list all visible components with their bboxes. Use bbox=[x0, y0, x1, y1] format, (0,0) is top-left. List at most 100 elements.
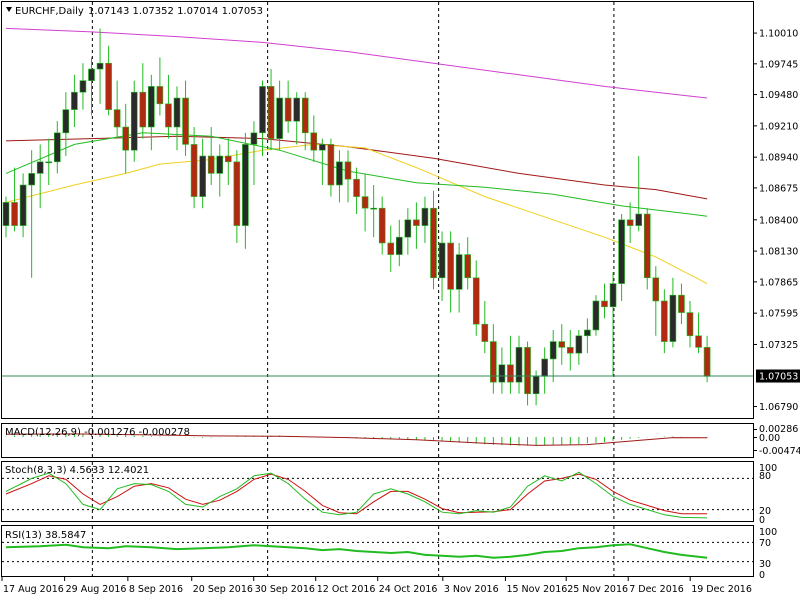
candle-body bbox=[207, 155, 215, 174]
candle-body bbox=[661, 300, 668, 342]
candle bbox=[575, 329, 583, 365]
candle-body bbox=[11, 202, 18, 226]
candle-body bbox=[113, 109, 121, 128]
macd-label: MACD(12,26,9) -0.001276 -0.000278 bbox=[5, 427, 190, 438]
candle-body bbox=[336, 161, 343, 186]
candle-body bbox=[413, 219, 420, 226]
candle bbox=[310, 115, 318, 162]
candle bbox=[661, 289, 668, 354]
candle bbox=[199, 138, 206, 209]
price-tick-label: 1.09210 bbox=[759, 121, 798, 132]
candle bbox=[122, 103, 129, 174]
candle bbox=[319, 138, 326, 186]
price-tick-label: 1.08675 bbox=[759, 183, 798, 194]
rsi-line bbox=[5, 543, 708, 559]
candle-body bbox=[575, 335, 583, 354]
candle-body bbox=[643, 213, 651, 279]
candle-body bbox=[532, 376, 540, 395]
macd-tick: 0.00286 bbox=[759, 424, 798, 435]
candle bbox=[182, 80, 189, 157]
date-tick-label: 17 Aug 2016 bbox=[3, 584, 64, 595]
candle bbox=[293, 92, 301, 145]
candle-body bbox=[524, 347, 531, 395]
symbol-label: EURCHF,Daily bbox=[15, 6, 84, 17]
candle-body bbox=[447, 242, 454, 290]
candle bbox=[558, 324, 566, 365]
candle-body bbox=[71, 91, 78, 110]
rsi-axis: 100 70 30 0 bbox=[759, 527, 777, 581]
rsi-tick: 0 bbox=[759, 570, 765, 581]
candle-body bbox=[507, 364, 514, 383]
candle-body bbox=[139, 91, 147, 128]
date-tick-label: 7 Dec 2016 bbox=[629, 584, 684, 595]
chart-header: EURCHF,Daily 1.07143 1.07352 1.07014 1.0… bbox=[6, 6, 263, 17]
macd-tick: 0.00 bbox=[759, 433, 780, 444]
rsi-panel-frame bbox=[1, 525, 754, 577]
candle-body bbox=[686, 312, 694, 337]
collapse-triangle-icon[interactable] bbox=[6, 7, 12, 12]
stoch-tick: 100 bbox=[759, 463, 777, 474]
date-tick-label: 30 Sep 2016 bbox=[255, 584, 315, 595]
candle-body bbox=[293, 97, 301, 122]
candle bbox=[678, 283, 685, 325]
candle-body bbox=[601, 300, 608, 308]
candle bbox=[207, 127, 215, 186]
candle bbox=[36, 144, 44, 209]
candle-body bbox=[481, 323, 489, 342]
candle bbox=[88, 57, 95, 116]
candle-body bbox=[652, 277, 660, 302]
candle-body bbox=[319, 144, 326, 151]
candle bbox=[464, 237, 472, 290]
candle bbox=[79, 63, 87, 110]
candle-body bbox=[310, 132, 318, 151]
candle bbox=[387, 225, 395, 272]
candle-body bbox=[19, 184, 27, 226]
candle bbox=[259, 80, 266, 157]
stoch-panel-frame bbox=[1, 461, 754, 522]
candle-body bbox=[695, 335, 702, 348]
candle-body bbox=[515, 347, 523, 383]
candle bbox=[233, 150, 241, 243]
candle bbox=[225, 138, 232, 186]
candle bbox=[549, 329, 557, 383]
price-tick-label: 1.09745 bbox=[759, 59, 798, 70]
candle bbox=[216, 144, 224, 197]
candle-body bbox=[395, 236, 403, 255]
candle-body bbox=[259, 86, 266, 134]
candle bbox=[524, 341, 531, 406]
date-tick-label: 29 Aug 2016 bbox=[66, 584, 127, 595]
candle-body bbox=[276, 97, 283, 139]
candle-body bbox=[549, 341, 557, 360]
price-tick-label: 1.10010 bbox=[759, 29, 798, 40]
candle bbox=[361, 173, 369, 232]
price-tick-label: 1.07865 bbox=[759, 277, 798, 288]
candle-body bbox=[703, 347, 711, 377]
period-separators bbox=[91, 2, 615, 576]
candle bbox=[173, 86, 181, 151]
candle-body bbox=[130, 91, 138, 151]
candle-body bbox=[421, 207, 429, 226]
candle bbox=[635, 156, 643, 232]
candle-body bbox=[592, 300, 600, 331]
candle bbox=[156, 57, 164, 116]
candle-body bbox=[165, 103, 172, 128]
candle-body bbox=[344, 161, 352, 180]
candle bbox=[413, 202, 420, 249]
candle bbox=[507, 335, 514, 394]
price-panel-frame bbox=[1, 1, 754, 419]
candle-body bbox=[378, 207, 386, 244]
candle bbox=[105, 45, 112, 116]
rsi-tick: 30 bbox=[759, 559, 771, 570]
candle-body bbox=[438, 242, 446, 279]
candle-body bbox=[88, 68, 95, 81]
stoch-tick: 20 bbox=[759, 506, 771, 517]
candle bbox=[11, 167, 18, 232]
current-price-label: 1.07053 bbox=[759, 372, 798, 383]
price-tick-label: 1.08400 bbox=[759, 215, 798, 226]
macd-axis: 0.00286 0.00 -0.004746 bbox=[753, 424, 800, 457]
candle-body bbox=[182, 97, 189, 145]
candle-body bbox=[490, 341, 497, 383]
candle-body bbox=[28, 173, 35, 186]
price-tick-label: 1.08130 bbox=[759, 247, 798, 258]
date-tick-label: 12 Oct 2016 bbox=[317, 584, 376, 595]
